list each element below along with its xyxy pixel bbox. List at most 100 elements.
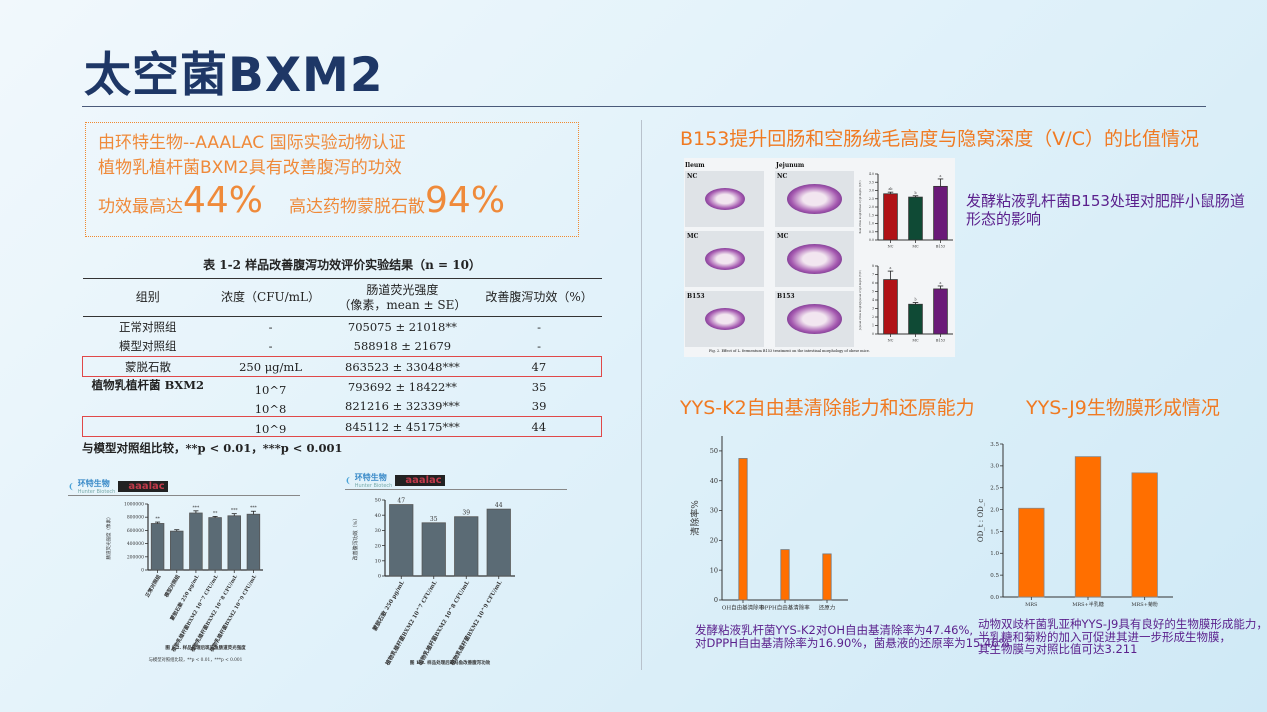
claim-efficacy-value: 44% — [183, 180, 264, 221]
fluorescence-chart: 0 200000 400000 600000 800000 1000000 肠道荧光强度（像… — [105, 502, 263, 663]
table-row: 模型对照组 - 588918 ± 21679 - — [83, 337, 602, 357]
y-tick-label: 10 — [710, 566, 718, 574]
bar-annotation: 44 — [495, 502, 503, 509]
y-tick-label: 1.0 — [990, 551, 999, 557]
y-tick-label: 1.5 — [869, 213, 874, 217]
histology-image: B153 — [775, 291, 854, 347]
hunter-logo-icon: ❨ — [68, 482, 75, 491]
y-tick-label: 2.5 — [990, 486, 999, 492]
y-tick-label: 1.0 — [869, 222, 874, 226]
y-axis-label: 肠道荧光强度（像素） — [105, 515, 112, 560]
bar-annotation: a — [890, 266, 892, 270]
bar — [421, 522, 446, 577]
group-label: NC — [777, 173, 788, 180]
x-tick-label: 植物乳植杆菌BXM2 10^7 CFU/mL — [383, 579, 439, 668]
bar-annotation: *** — [193, 505, 201, 511]
bar — [189, 512, 203, 571]
group-label: B153 — [777, 293, 795, 300]
bar — [883, 193, 898, 241]
table-row: 植物乳植杆菌 BXM2 10^7 793692 ± 18422** 35 — [83, 377, 602, 397]
table-row: 10^8 821216 ± 32339*** 39 — [83, 397, 602, 417]
y-tick-label: 200000 — [127, 554, 144, 560]
bar — [908, 196, 923, 241]
efficacy-chart: 0 10 20 30 40 50 改善腹泻功效（%） 47 蒙脱石散 250 μg/mL 35 植物… — [352, 498, 515, 668]
chart-caption: 图 1-2. 样品处理后斑马鱼肠道荧光强度 — [165, 644, 246, 651]
bar — [933, 288, 948, 335]
table-cell: 10^7 — [254, 382, 287, 397]
bar-annotation: b — [914, 191, 916, 195]
column-header: 组别 — [82, 278, 214, 317]
bar — [780, 549, 790, 601]
x-tick-label: MRS+菊粉 — [1131, 601, 1158, 608]
y-tick-label: 1 — [872, 324, 874, 328]
y-tick-label: 30 — [375, 528, 381, 534]
histology-caption: Fig. 2. Effect of L. fermentum B153 trea… — [709, 349, 870, 353]
group-label: NC — [687, 173, 698, 180]
bar — [389, 504, 414, 577]
tissue-section — [787, 304, 842, 334]
table-row: 10^9 845112 ± 45175*** 44 — [82, 416, 602, 437]
y-tick-label: 0 — [714, 596, 718, 604]
x-tick-label: 正常对照组 — [144, 574, 163, 599]
bar — [1018, 507, 1045, 598]
y-tick-label: 0.5 — [990, 573, 999, 579]
y-tick-label: 0 — [872, 332, 874, 336]
y-tick-label: 1000000 — [124, 502, 144, 508]
bar-annotation: 39 — [462, 510, 470, 517]
y-tick-label: 50 — [375, 498, 381, 504]
y-tick-label: 0.0 — [990, 595, 999, 601]
bar-annotation: 47 — [397, 498, 405, 505]
table-cell: 10^9 — [213, 416, 329, 437]
table-cell: - — [537, 319, 542, 334]
table-cell: 793692 ± 18422** — [347, 379, 457, 394]
table-cell: 47 — [476, 356, 602, 377]
table-cell: 821216 ± 32339*** — [345, 399, 460, 414]
j9-caption: 动物双歧杆菌乳亚种YYS-J9具有良好的生物膜形成能力， 半乳糖和菊粉的加入可促… — [978, 617, 1267, 656]
vertical-divider — [641, 120, 642, 670]
group-label: B153 — [687, 293, 705, 300]
column-header: 肠道荧光强度 （像素，mean ± SE） — [328, 278, 477, 317]
table-cell: 植物乳植杆菌 BXM2 — [91, 378, 204, 392]
y-tick-label: 4 — [872, 298, 874, 302]
x-tick-label: MC — [912, 339, 919, 343]
bar-annotation: a — [940, 174, 942, 178]
j9-biofilm-chart: 0.0 0.5 1.0 1.5 2.0 2.5 3.0 3.5 OD_t : OD_c MRS MR… — [977, 442, 1173, 608]
table-cell: - — [268, 319, 273, 334]
hunter-logo-icon: ❨ — [345, 476, 352, 485]
bar — [933, 185, 948, 241]
table-cell: 正常对照组 — [119, 319, 177, 334]
x-tick-label: 蒙脱石散 250 μg/mL — [371, 579, 406, 632]
y-tick-label: 0.0 — [869, 238, 874, 242]
y-tick-label: 20 — [710, 537, 718, 545]
claim-box: 由环特生物--AAALAC 国际实验动物认证 植物乳植杆菌BXM2具有改善腹泻的… — [85, 122, 579, 237]
y-tick-label: 30 — [710, 507, 718, 515]
y-tick-label: 40 — [375, 513, 381, 519]
x-tick-label: DPPH自由基清除率 — [760, 604, 810, 612]
y-tick-label: 2.0 — [869, 205, 874, 209]
bar — [454, 516, 479, 577]
claim-compare-value: 94% — [425, 180, 506, 221]
bar — [738, 458, 748, 601]
x-tick-label: MC — [912, 245, 919, 249]
y-tick-label: 2.5 — [869, 197, 874, 201]
table-cell: 845112 ± 45175*** — [328, 416, 477, 437]
table-row: 蒙脱石散 250 μg/mL 863523 ± 33048*** 47 — [82, 356, 602, 377]
y-tick-label: 7 — [872, 273, 874, 277]
histology-image: NC — [685, 171, 764, 227]
table-cell — [82, 416, 214, 437]
x-tick-label: 植物乳植杆菌BXM2 10^8 CFU/mL — [415, 579, 471, 668]
column-header: 改善腹泻功效（%） — [476, 278, 602, 317]
aaalac-logo: aaalac — [395, 475, 445, 486]
y-tick-label: 800000 — [127, 515, 144, 521]
group-label: MC — [777, 233, 789, 240]
bar-annotation: *** — [250, 505, 258, 511]
tissue-section — [704, 188, 745, 210]
table-cell: 39 — [531, 399, 547, 414]
tissue-section — [787, 184, 842, 214]
y-tick-label: 600000 — [127, 528, 144, 534]
histology-image: B153 — [685, 291, 764, 347]
table-note: 与模型对照组比较，**p < 0.01，***p < 0.001 — [82, 441, 343, 455]
y-tick-label: 3 — [872, 307, 874, 311]
y-tick-label: 3.5 — [990, 442, 999, 448]
